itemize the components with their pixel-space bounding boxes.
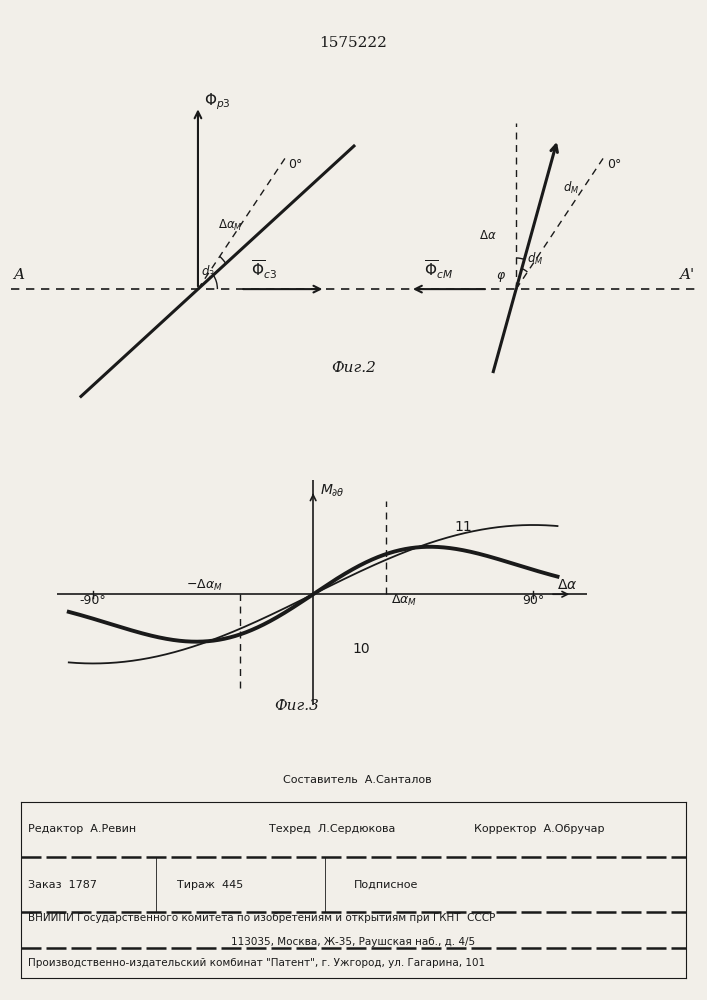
Text: Корректор  А.Обручар: Корректор А.Обручар (474, 824, 604, 834)
Text: $\Phi_{p3}$: $\Phi_{p3}$ (204, 91, 230, 112)
Text: $\Delta\alpha$: $\Delta\alpha$ (479, 229, 497, 242)
Text: ВНИИПИ Государственного комитета по изобретениям и открытиям при ГКНТ  СССР: ВНИИПИ Государственного комитета по изоб… (28, 913, 496, 923)
Text: Фиг.2: Фиг.2 (331, 361, 376, 375)
Text: Редактор  А.Ревин: Редактор А.Ревин (28, 824, 136, 834)
Text: $\overline{\Phi}_{c3}$: $\overline{\Phi}_{c3}$ (251, 259, 277, 281)
Text: $d_M$: $d_M$ (527, 251, 543, 267)
Text: $\Delta\alpha_M$: $\Delta\alpha_M$ (392, 593, 417, 608)
Text: $\varphi$: $\varphi$ (496, 270, 506, 284)
Text: A: A (13, 268, 24, 282)
Text: Фиг.3: Фиг.3 (274, 699, 320, 713)
Text: $-\Delta\alpha_M$: $-\Delta\alpha_M$ (186, 578, 223, 593)
Text: 11: 11 (455, 520, 472, 534)
Text: $d_M$: $d_M$ (563, 180, 580, 196)
Text: 113035, Москва, Ж-35, Раушская наб., д. 4/5: 113035, Москва, Ж-35, Раушская наб., д. … (231, 937, 476, 947)
Text: A': A' (679, 268, 694, 282)
Text: Производственно-издательский комбинат "Патент", г. Ужгород, ул. Гагарина, 101: Производственно-издательский комбинат "П… (28, 958, 486, 968)
Text: -90°: -90° (80, 594, 107, 607)
Text: Техред  Л.Сердюкова: Техред Л.Сердюкова (269, 824, 395, 834)
Text: Подписное: Подписное (354, 880, 418, 890)
Text: $M_{\partial\theta}$: $M_{\partial\theta}$ (320, 483, 345, 499)
Text: $\overline{\Phi}_{cM}$: $\overline{\Phi}_{cM}$ (424, 259, 453, 281)
Text: Составитель  А.Санталов: Составитель А.Санталов (283, 775, 431, 785)
Text: $\Delta\alpha$: $\Delta\alpha$ (558, 578, 578, 592)
Text: 0°: 0° (607, 158, 621, 171)
Text: Тираж  445: Тираж 445 (177, 880, 243, 890)
Text: $\Delta\alpha_M$: $\Delta\alpha_M$ (218, 218, 243, 233)
Text: 90°: 90° (522, 594, 544, 607)
Text: $d_3$: $d_3$ (201, 264, 216, 280)
Text: Заказ  1787: Заказ 1787 (28, 880, 98, 890)
Text: 1575222: 1575222 (320, 36, 387, 50)
Text: 0°: 0° (288, 158, 303, 171)
Text: 10: 10 (352, 642, 370, 656)
